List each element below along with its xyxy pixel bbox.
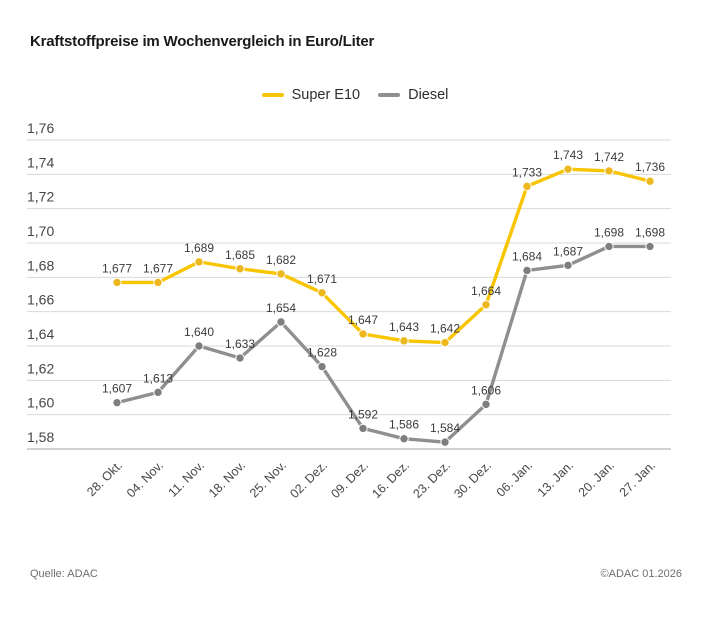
svg-text:06. Jan.: 06. Jan. <box>494 458 535 499</box>
svg-text:1,689: 1,689 <box>184 241 214 255</box>
svg-text:04. Nov.: 04. Nov. <box>124 458 166 500</box>
svg-text:1,698: 1,698 <box>594 225 624 239</box>
svg-text:1,677: 1,677 <box>102 261 132 275</box>
svg-text:1,586: 1,586 <box>389 418 419 432</box>
gridlines <box>27 139 671 450</box>
svg-text:1,58: 1,58 <box>27 429 54 445</box>
svg-text:11. Nov.: 11. Nov. <box>166 458 208 500</box>
svg-text:1,742: 1,742 <box>594 150 624 164</box>
chart-title: Kraftstoffpreise im Wochenvergleich in E… <box>30 33 375 50</box>
svg-text:1,628: 1,628 <box>307 346 337 360</box>
series-super-e10 <box>112 164 655 348</box>
legend-label-diesel: Diesel <box>408 87 449 103</box>
svg-text:18. Nov.: 18. Nov. <box>206 458 248 500</box>
svg-text:1,66: 1,66 <box>27 292 54 308</box>
svg-text:25. Nov.: 25. Nov. <box>247 458 289 500</box>
svg-text:1,647: 1,647 <box>348 313 378 327</box>
svg-text:1,584: 1,584 <box>430 421 460 435</box>
svg-text:1,68: 1,68 <box>27 257 54 273</box>
svg-text:1,640: 1,640 <box>184 325 214 339</box>
svg-text:1,664: 1,664 <box>471 284 501 298</box>
svg-text:1,72: 1,72 <box>27 189 54 205</box>
diesel-swatch-icon <box>378 92 401 98</box>
svg-text:1,685: 1,685 <box>225 248 255 262</box>
svg-text:09. Dez.: 09. Dez. <box>328 458 371 501</box>
svg-text:02. Dez.: 02. Dez. <box>287 458 330 501</box>
svg-text:1,76: 1,76 <box>27 120 54 136</box>
svg-text:1,733: 1,733 <box>512 165 542 179</box>
svg-text:1,62: 1,62 <box>27 360 54 376</box>
svg-text:1,743: 1,743 <box>553 148 583 162</box>
svg-text:13. Jan.: 13. Jan. <box>535 458 576 499</box>
svg-text:1,606: 1,606 <box>471 383 501 397</box>
svg-text:1,607: 1,607 <box>102 382 132 396</box>
svg-text:1,698: 1,698 <box>635 225 665 239</box>
svg-text:1,60: 1,60 <box>27 395 54 411</box>
svg-text:28. Okt.: 28. Okt. <box>84 458 125 499</box>
svg-text:30. Dez.: 30. Dez. <box>451 458 494 501</box>
svg-text:27. Jan.: 27. Jan. <box>617 458 658 499</box>
svg-text:1,687: 1,687 <box>553 244 583 258</box>
svg-text:23. Dez.: 23. Dez. <box>410 458 453 501</box>
svg-text:1,592: 1,592 <box>348 407 378 421</box>
svg-text:1,74: 1,74 <box>27 154 54 170</box>
data-labels: 1,677 1,677 1,689 1,685 1,682 1,671 1,647 1,643… <box>102 148 665 435</box>
legend-item-diesel: Diesel <box>378 87 448 103</box>
y-axis-labels: 1,76 1,74 1,72 1,70 1,68 1,66 1,64 1,62 1,60 1,58 <box>27 120 54 445</box>
copyright-note: ©ADAC 01.2026 <box>600 568 683 580</box>
legend-item-super-e10: Super E10 <box>261 87 361 103</box>
legend: Super E10 Diesel <box>0 87 710 103</box>
svg-text:1,736: 1,736 <box>635 160 665 174</box>
svg-text:1,633: 1,633 <box>225 337 255 351</box>
svg-text:20. Jan.: 20. Jan. <box>576 458 617 499</box>
svg-text:1,671: 1,671 <box>307 272 337 286</box>
svg-text:1,70: 1,70 <box>27 223 54 239</box>
series-diesel <box>112 241 655 447</box>
legend-label-super-e10: Super E10 <box>291 87 361 103</box>
svg-text:1,654: 1,654 <box>266 301 296 315</box>
svg-text:1,643: 1,643 <box>389 320 419 334</box>
source-note: Quelle: ADAC <box>30 568 98 580</box>
svg-text:1,684: 1,684 <box>512 249 542 263</box>
svg-text:1,64: 1,64 <box>27 326 54 342</box>
svg-text:16. Dez.: 16. Dez. <box>369 458 412 501</box>
super-e10-swatch-icon <box>261 92 284 98</box>
svg-text:1,682: 1,682 <box>266 253 296 267</box>
svg-text:1,642: 1,642 <box>430 322 460 336</box>
x-axis-labels: 28. Okt.04. Nov. 11. Nov.18. Nov.25. Nov.… <box>84 458 658 501</box>
svg-text:1,677: 1,677 <box>143 261 173 275</box>
svg-text:1,613: 1,613 <box>143 371 173 385</box>
